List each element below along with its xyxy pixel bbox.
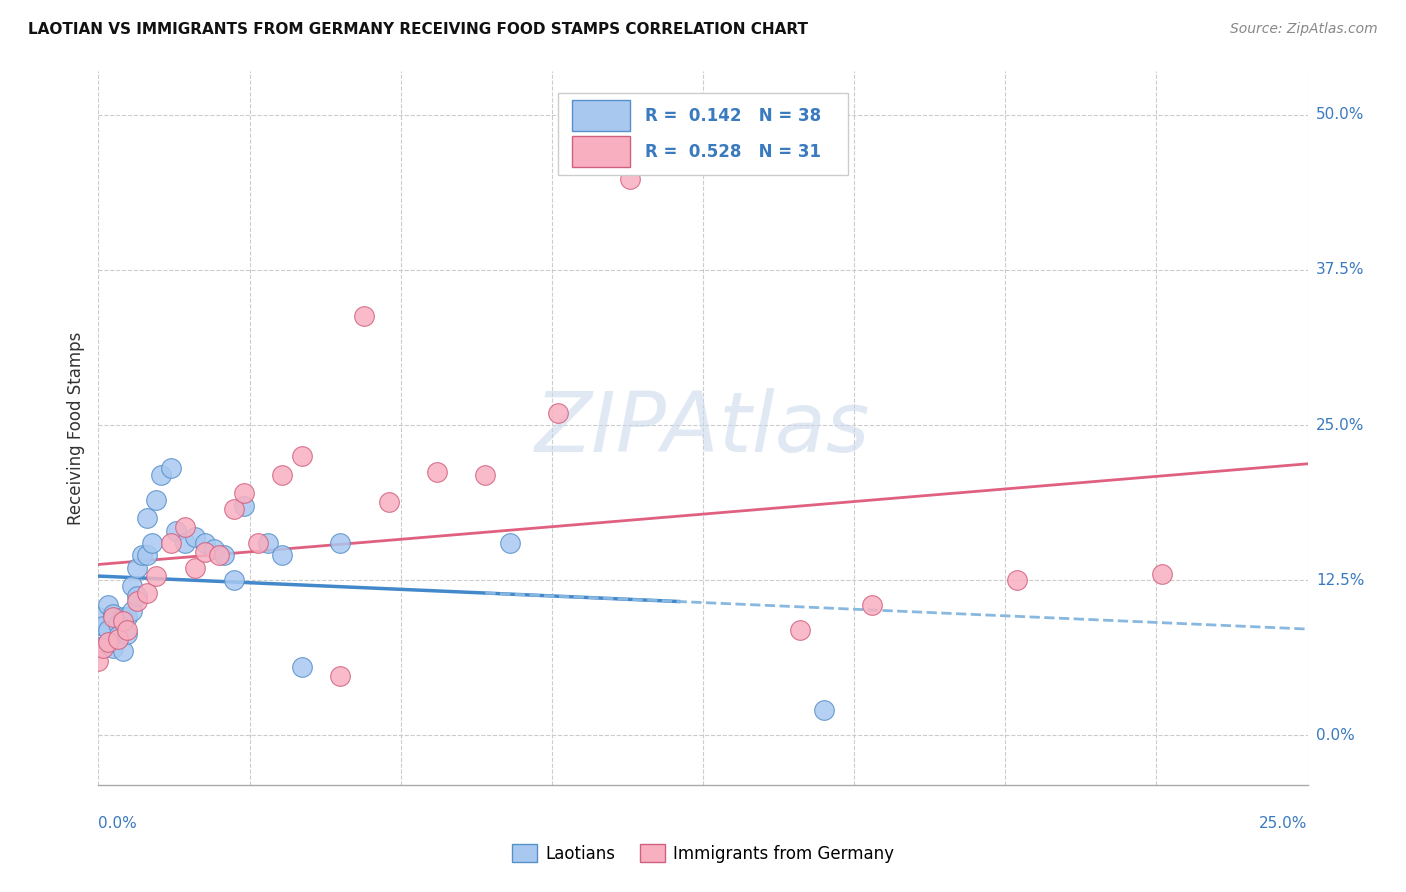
Point <box>160 461 183 475</box>
FancyBboxPatch shape <box>572 100 630 131</box>
Text: 50.0%: 50.0% <box>1316 107 1364 122</box>
Point <box>222 502 245 516</box>
Text: ZIPAtlas: ZIPAtlas <box>536 388 870 468</box>
Point <box>860 598 883 612</box>
Point <box>204 542 226 557</box>
Point <box>87 654 110 668</box>
Point <box>101 641 124 656</box>
Point <box>131 549 153 563</box>
Point <box>212 549 235 563</box>
Point <box>498 536 520 550</box>
Point <box>135 511 157 525</box>
Text: R =  0.528   N = 31: R = 0.528 N = 31 <box>645 143 821 161</box>
Point <box>150 467 173 482</box>
FancyBboxPatch shape <box>572 136 630 168</box>
Point <box>174 536 197 550</box>
Text: LAOTIAN VS IMMIGRANTS FROM GERMANY RECEIVING FOOD STAMPS CORRELATION CHART: LAOTIAN VS IMMIGRANTS FROM GERMANY RECEI… <box>28 22 808 37</box>
Point <box>117 626 139 640</box>
Point <box>184 561 207 575</box>
Point <box>117 610 139 624</box>
Point <box>271 467 294 482</box>
Point <box>789 623 811 637</box>
Point <box>107 632 129 646</box>
Legend: Laotians, Immigrants from Germany: Laotians, Immigrants from Germany <box>505 838 901 870</box>
Text: 25.0%: 25.0% <box>1260 815 1308 830</box>
Point <box>1152 566 1174 581</box>
Point <box>145 492 167 507</box>
Point <box>232 499 254 513</box>
Point <box>97 598 120 612</box>
Point <box>256 536 278 550</box>
Point <box>329 669 352 683</box>
Point <box>271 549 294 563</box>
Text: 25.0%: 25.0% <box>1316 417 1364 433</box>
Point <box>377 495 399 509</box>
Point <box>194 544 217 558</box>
Point <box>290 449 312 463</box>
Point <box>329 536 352 550</box>
Point <box>127 594 149 608</box>
Point <box>813 704 835 718</box>
Point <box>101 610 124 624</box>
Point <box>91 619 114 633</box>
Point <box>111 614 134 628</box>
Point <box>135 549 157 563</box>
Point <box>91 641 114 656</box>
Point <box>87 610 110 624</box>
Point <box>91 639 114 653</box>
FancyBboxPatch shape <box>558 93 848 175</box>
Point <box>107 616 129 631</box>
Point <box>208 549 231 563</box>
Point <box>145 569 167 583</box>
Point <box>474 467 496 482</box>
Point <box>290 660 312 674</box>
Point <box>127 590 149 604</box>
Point <box>101 607 124 621</box>
Point <box>1007 573 1029 587</box>
Point <box>353 309 375 323</box>
Text: 0.0%: 0.0% <box>98 815 138 830</box>
Point <box>165 524 187 538</box>
Point <box>111 644 134 658</box>
Y-axis label: Receiving Food Stamps: Receiving Food Stamps <box>66 332 84 524</box>
Point <box>184 530 207 544</box>
Point <box>174 520 197 534</box>
Point <box>232 486 254 500</box>
Point <box>117 623 139 637</box>
Point <box>97 623 120 637</box>
Point <box>97 635 120 649</box>
Point <box>426 465 449 479</box>
Point <box>121 604 143 618</box>
Point <box>247 536 270 550</box>
Point <box>547 406 569 420</box>
Point <box>141 536 163 550</box>
Point <box>107 629 129 643</box>
Text: 0.0%: 0.0% <box>1316 728 1354 743</box>
Point <box>127 561 149 575</box>
Point <box>111 610 134 624</box>
Text: 12.5%: 12.5% <box>1316 573 1364 588</box>
Point <box>135 585 157 599</box>
Text: 37.5%: 37.5% <box>1316 262 1364 277</box>
Point <box>194 536 217 550</box>
Text: Source: ZipAtlas.com: Source: ZipAtlas.com <box>1230 22 1378 37</box>
Point <box>619 172 641 186</box>
Point <box>222 573 245 587</box>
Point <box>121 579 143 593</box>
Text: R =  0.142   N = 38: R = 0.142 N = 38 <box>645 107 821 125</box>
Point <box>160 536 183 550</box>
